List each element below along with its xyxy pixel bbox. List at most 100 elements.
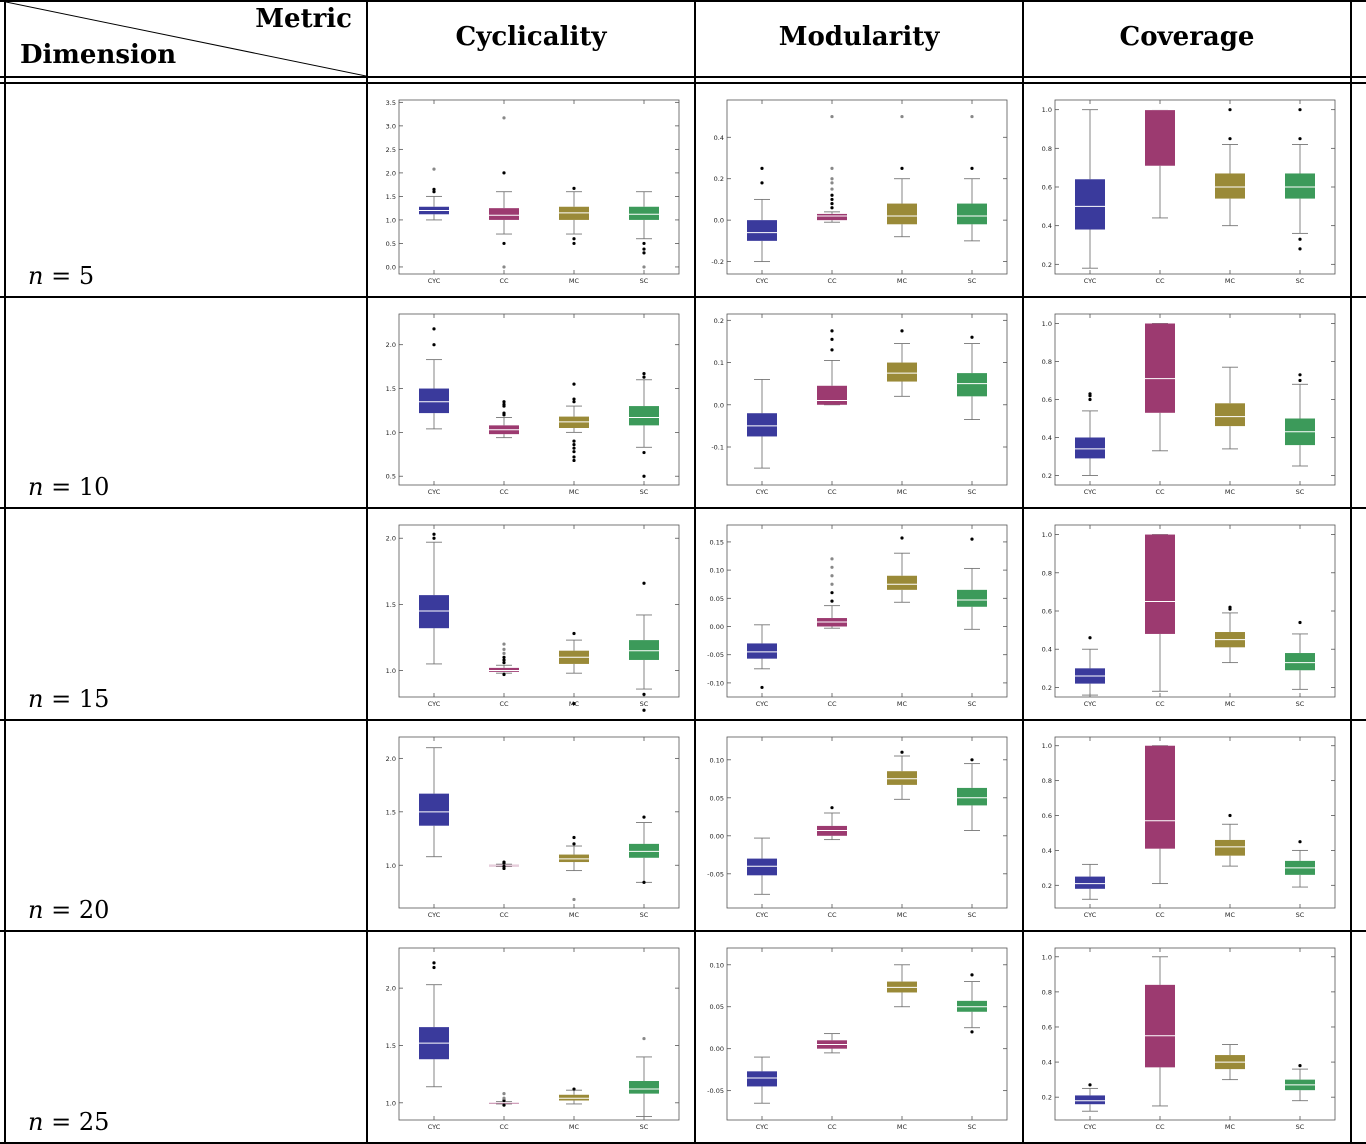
outlier-point	[642, 474, 646, 478]
y-tick-label: 0.8	[1042, 988, 1052, 996]
y-tick-label: 0.4	[1042, 222, 1052, 230]
boxplot-chart: 0.2 0.4 0.6 0.8 1.0 CYC CC MC SC	[1042, 524, 1336, 708]
x-tick-label: MC	[1225, 911, 1236, 919]
box-cyc	[747, 220, 777, 241]
outlier-point	[1298, 137, 1302, 141]
y-tick-label: 0.05	[710, 595, 724, 603]
box-sc	[1285, 653, 1315, 671]
outlier-point	[572, 458, 576, 463]
y-tick-label: 0.10	[710, 756, 724, 764]
x-tick-label: MC	[897, 911, 908, 919]
x-tick-label: CYC	[1084, 911, 1097, 919]
y-tick-label: 0.15	[710, 538, 724, 546]
outlier-point	[1228, 137, 1232, 141]
y-tick-label: 1.0	[386, 429, 396, 437]
row-var: n	[28, 262, 44, 290]
y-tick-label: 2.0	[386, 755, 396, 763]
box-sc	[629, 1081, 659, 1094]
row-label-n15: n = 15	[28, 685, 109, 713]
row-var: n	[28, 896, 44, 924]
outlier-point	[1298, 378, 1302, 383]
x-tick-label: CYC	[756, 488, 769, 496]
x-tick-label: MC	[569, 1123, 580, 1131]
outlier-point	[502, 1098, 506, 1103]
x-tick-label: CC	[1155, 488, 1165, 496]
plot-frame	[398, 99, 680, 275]
outlier-point	[830, 591, 834, 595]
row-eq: = 20	[51, 896, 110, 924]
header-bottom-border	[0, 76, 1366, 78]
y-tick-label: -0.1	[711, 444, 724, 452]
x-tick-label: MC	[897, 277, 908, 285]
plot-frame	[726, 947, 1008, 1121]
col-divider	[694, 0, 696, 1144]
x-tick-label: CC	[1155, 911, 1165, 919]
x-tick-label: SC	[1296, 488, 1305, 496]
y-tick-label: 1.0	[1042, 320, 1052, 328]
x-tick-label: CC	[499, 1123, 509, 1131]
box-cc	[1145, 984, 1175, 1068]
y-tick-label: 0.2	[1042, 684, 1052, 692]
x-tick-label: SC	[1296, 700, 1305, 708]
x-tick-label: CYC	[428, 700, 441, 708]
outlier-point	[642, 247, 646, 251]
box-cc	[489, 667, 519, 672]
box-sc	[957, 787, 987, 806]
box-cyc	[747, 1071, 777, 1087]
y-tick-label: 0.0	[386, 263, 396, 271]
plot-frame	[398, 524, 680, 698]
row-label-n5: n = 5	[28, 262, 94, 290]
outlier-point	[830, 348, 834, 352]
y-tick-label: 0.0	[714, 217, 724, 225]
y-tick-label: 0.00	[710, 832, 724, 840]
outlier-point	[572, 702, 576, 706]
outlier-point	[502, 661, 506, 665]
y-tick-label: 0.05	[710, 1003, 724, 1011]
box-mc	[559, 1094, 589, 1101]
x-tick-label: CC	[499, 277, 509, 285]
x-tick-label: CYC	[428, 1123, 441, 1131]
y-tick-label: 0.4	[1042, 847, 1052, 855]
outlier-point	[830, 193, 834, 197]
y-tick-label: 2.0	[386, 535, 396, 543]
y-tick-label: -0.05	[707, 651, 724, 659]
x-tick-label: CYC	[756, 911, 769, 919]
box-mc	[1215, 173, 1245, 199]
y-tick-label: 1.5	[386, 385, 396, 393]
outlier-point	[572, 842, 576, 846]
header-bottom-border-2	[0, 82, 1366, 84]
outlier-point	[642, 372, 646, 376]
x-tick-label: MC	[569, 488, 580, 496]
plot-frame	[726, 736, 1008, 909]
outlier-point	[432, 190, 436, 194]
boxplot-chart: -0.2 0.0 0.2 0.4 CYC CC MC SC	[711, 99, 1008, 285]
box-cyc	[1075, 437, 1105, 459]
box-cyc	[419, 793, 449, 826]
y-tick-label: 3.5	[386, 99, 396, 107]
row-eq: = 15	[51, 685, 110, 713]
outlier-point	[572, 382, 576, 386]
y-tick-label: 0.5	[386, 473, 396, 481]
x-tick-label: CYC	[756, 277, 769, 285]
box-cyc	[419, 388, 449, 414]
box-cc	[817, 213, 847, 221]
y-tick-label: 0.6	[1042, 184, 1052, 192]
y-tick-label: 0.10	[710, 961, 724, 969]
outlier-point	[572, 835, 576, 840]
outlier-point	[830, 329, 834, 333]
y-tick-label: 1.5	[386, 193, 396, 201]
boxplot-chart: 0.2 0.4 0.6 0.8 1.0 CYC CC MC SC	[1042, 313, 1336, 496]
outlier-point	[572, 446, 576, 450]
box-cc	[1145, 745, 1175, 849]
row-divider	[0, 296, 1366, 298]
x-tick-label: SC	[968, 488, 977, 496]
boxplot-chart: -0.05 0.00 0.05 0.10 CYC CC MC SC	[707, 947, 1008, 1131]
y-tick-label: 2.5	[386, 146, 396, 154]
outlier-point	[432, 961, 436, 965]
outlier-point	[572, 241, 576, 246]
y-tick-label: 0.6	[1042, 608, 1052, 616]
y-tick-label: 0.00	[710, 1045, 724, 1053]
outlier-point	[1298, 620, 1302, 625]
boxplot-chart: 0.2 0.4 0.6 0.8 1.0 CYC CC MC SC	[1042, 947, 1336, 1131]
